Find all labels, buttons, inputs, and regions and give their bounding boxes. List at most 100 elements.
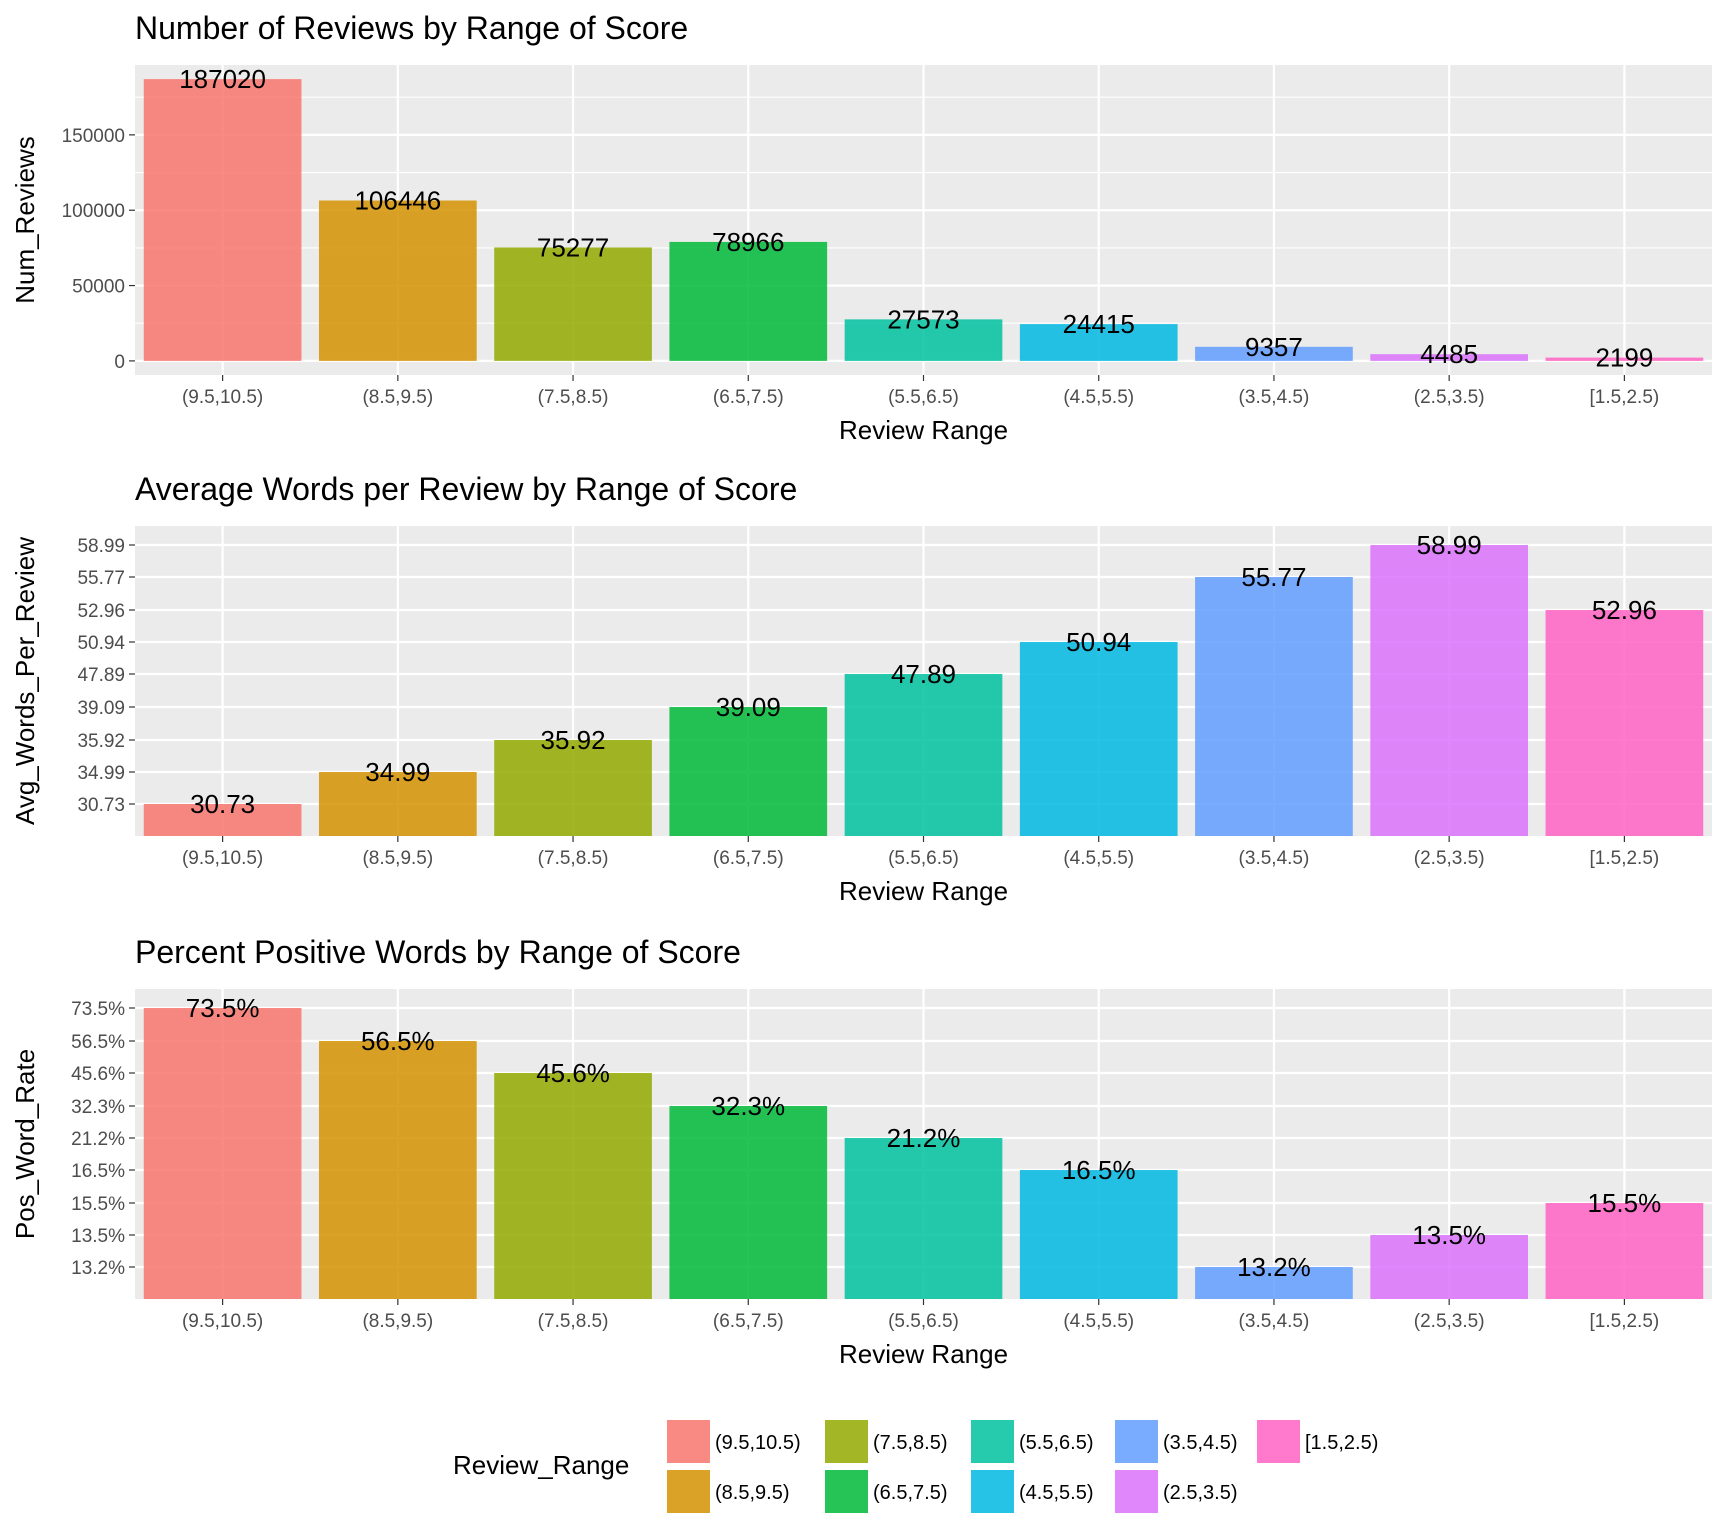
y-tick-label: 58.99	[77, 536, 125, 557]
legend-label: (6.5,7.5)	[873, 1482, 947, 1504]
data-label: 15.5%	[1588, 1188, 1662, 1218]
legend-item: [1.5,2.5)	[1257, 1420, 1378, 1463]
bar	[669, 707, 828, 836]
x-tick-label: (3.5,4.5)	[1239, 848, 1310, 869]
bar	[494, 740, 652, 836]
data-label: 45.6%	[536, 1058, 610, 1088]
legend-swatch	[667, 1420, 710, 1463]
y-tick-label: 32.3%	[71, 1097, 125, 1118]
x-tick-label: (3.5,4.5)	[1239, 1311, 1310, 1332]
x-tick-label: (7.5,8.5)	[538, 1311, 609, 1332]
bar	[1195, 577, 1353, 836]
data-label: 16.5%	[1062, 1155, 1136, 1185]
legend-label: [1.5,2.5)	[1305, 1432, 1378, 1454]
y-tick-label: 13.2%	[71, 1258, 125, 1279]
data-label: 2199	[1595, 343, 1653, 373]
x-tick-label: (7.5,8.5)	[538, 848, 609, 869]
data-label: 56.5%	[361, 1026, 435, 1056]
data-label: 13.5%	[1412, 1220, 1486, 1250]
data-label: 39.09	[716, 692, 781, 722]
y-tick-label: 50.94	[77, 633, 125, 654]
bar	[844, 319, 1003, 361]
y-tick-label: 45.6%	[71, 1064, 125, 1085]
data-label: 27573	[887, 304, 959, 334]
legend-label: (8.5,9.5)	[715, 1482, 789, 1504]
bar	[1545, 357, 1704, 361]
x-tick-label: (8.5,9.5)	[362, 848, 433, 869]
bar	[318, 1041, 477, 1299]
y-tick-label: 15.5%	[71, 1194, 125, 1215]
legend-item: (3.5,4.5)	[1115, 1420, 1237, 1463]
y-tick-label: 30.73	[77, 795, 125, 816]
y-tick-label: 52.96	[77, 601, 125, 622]
data-label: 50.94	[1066, 627, 1131, 657]
legend-swatch	[667, 1470, 710, 1513]
data-label: 55.77	[1241, 562, 1306, 592]
data-label: 21.2%	[887, 1123, 961, 1153]
chart-panel-3: Percent Positive Words by Range of Score…	[10, 934, 1712, 1369]
bar	[1370, 354, 1529, 361]
x-tick-label: (9.5,10.5)	[182, 848, 263, 869]
y-tick-label: 13.5%	[71, 1226, 125, 1247]
chart-title: Percent Positive Words by Range of Score	[135, 934, 741, 970]
bar	[318, 772, 477, 836]
chart-title: Average Words per Review by Range of Sco…	[135, 471, 797, 507]
bar	[844, 674, 1003, 836]
bar	[1019, 1170, 1178, 1299]
bar	[1195, 346, 1353, 361]
chart-panels: Number of Reviews by Range of Score 18702…	[10, 10, 1712, 1369]
legend-swatch	[971, 1470, 1014, 1513]
x-tick-label: (2.5,3.5)	[1414, 1311, 1485, 1332]
legend-item: (4.5,5.5)	[971, 1470, 1093, 1513]
x-tick-label: [1.5,2.5)	[1590, 387, 1660, 408]
x-tick-label: (4.5,5.5)	[1063, 1311, 1134, 1332]
legend-title: Review_Range	[453, 1450, 629, 1480]
legend-item: (5.5,6.5)	[971, 1420, 1093, 1463]
bar	[143, 79, 302, 361]
y-tick-label: 56.5%	[71, 1032, 125, 1053]
y-tick-label: 55.77	[77, 568, 125, 589]
chart-title: Number of Reviews by Range of Score	[135, 10, 688, 46]
x-axis-title: Review Range	[839, 876, 1008, 906]
bar	[1019, 324, 1178, 361]
x-tick-label: (7.5,8.5)	[538, 387, 609, 408]
legend-swatch	[1115, 1470, 1158, 1513]
chart-panel-1: Number of Reviews by Range of Score 18702…	[10, 10, 1712, 445]
bar	[1195, 1267, 1353, 1299]
data-label: 73.5%	[186, 993, 260, 1023]
legend-label: (7.5,8.5)	[873, 1432, 947, 1454]
y-tick-label: 35.92	[77, 731, 125, 752]
legend-label: (3.5,4.5)	[1163, 1432, 1237, 1454]
bar	[143, 804, 302, 836]
y-tick-label: 0	[114, 352, 125, 373]
legend-swatch	[1257, 1420, 1300, 1463]
bar	[669, 1106, 828, 1299]
x-tick-label: [1.5,2.5)	[1590, 1311, 1660, 1332]
data-label: 32.3%	[711, 1091, 785, 1121]
data-label: 78966	[712, 227, 784, 257]
y-axis-title: Avg_Words_Per_Review	[10, 537, 40, 825]
data-label: 52.96	[1592, 595, 1657, 625]
y-tick-label: 73.5%	[71, 999, 125, 1020]
y-tick-label: 47.89	[77, 665, 125, 686]
x-tick-label: (5.5,6.5)	[888, 387, 959, 408]
x-tick-label: (6.5,7.5)	[713, 848, 784, 869]
bar	[494, 1073, 652, 1299]
data-label: 4485	[1420, 339, 1478, 369]
data-label: 13.2%	[1237, 1252, 1311, 1282]
legend-item: (9.5,10.5)	[667, 1420, 801, 1463]
y-tick-label: 39.09	[77, 698, 125, 719]
x-tick-label: [1.5,2.5)	[1590, 848, 1660, 869]
x-tick-label: (8.5,9.5)	[362, 1311, 433, 1332]
x-axis-title: Review Range	[839, 415, 1008, 445]
x-tick-label: (5.5,6.5)	[888, 848, 959, 869]
y-tick-label: 21.2%	[71, 1129, 125, 1150]
y-axis-title: Pos_Word_Rate	[10, 1049, 40, 1239]
x-tick-label: (4.5,5.5)	[1063, 848, 1134, 869]
y-tick-label: 150000	[62, 126, 125, 147]
bar	[318, 200, 477, 361]
y-tick-label: 34.99	[77, 763, 125, 784]
legend-label: (5.5,6.5)	[1019, 1432, 1093, 1454]
data-label: 30.73	[190, 789, 255, 819]
